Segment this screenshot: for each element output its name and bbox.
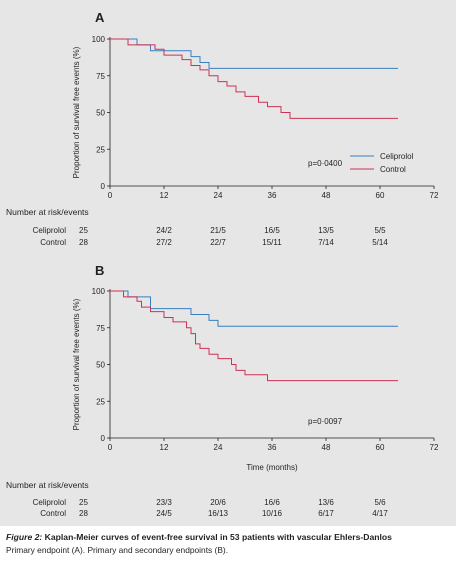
x-axis-label: Time (months) — [246, 463, 298, 472]
risk-cell: 5/14 — [372, 238, 388, 247]
caption-title: Figure 2: Kaplan-Meier curves of event-f… — [6, 532, 392, 542]
caption-subtitle: Primary endpoint (A). Primary and second… — [6, 545, 228, 555]
series-line-celiprolol — [110, 38, 398, 69]
y-tick-label: 50 — [96, 109, 105, 118]
y-axis-label: Proportion of survival free events (%) — [72, 298, 81, 430]
risk-cell: 15/11 — [262, 238, 282, 247]
y-tick-label: 0 — [101, 182, 106, 191]
y-axis-label: Proportion of survival free events (%) — [72, 46, 81, 178]
risk-cell: 22/7 — [210, 238, 226, 247]
x-tick-label: 12 — [160, 191, 169, 200]
x-tick-label: 36 — [268, 191, 277, 200]
risk-cell: 24/5 — [156, 509, 172, 518]
risk-row-name: Celiprolol — [33, 226, 67, 235]
risk-cell: 28 — [79, 238, 88, 247]
y-tick-label: 75 — [96, 324, 105, 333]
legend-label: Control — [380, 165, 406, 174]
risk-row-name: Celiprolol — [33, 498, 67, 507]
caption-fig-label: Figure 2: — [6, 532, 42, 542]
x-tick-label: 0 — [108, 191, 113, 200]
panel-letter: A — [95, 10, 105, 25]
risk-cell: 5/5 — [374, 226, 386, 235]
series-line-control — [110, 38, 398, 119]
series-line-celiprolol — [110, 290, 398, 327]
risk-cell: 25 — [79, 498, 88, 507]
risk-row-name: Control — [40, 238, 66, 247]
risk-cell: 23/3 — [156, 498, 172, 507]
risk-cell: 4/17 — [372, 509, 388, 518]
legend-label: Celiprolol — [380, 152, 414, 161]
risk-cell: 28 — [79, 509, 88, 518]
risk-cell: 27/2 — [156, 238, 172, 247]
y-tick-label: 50 — [96, 361, 105, 370]
series-line-control — [110, 290, 398, 382]
risk-cell: 6/17 — [318, 509, 334, 518]
risk-table-title: Number at risk/events — [6, 480, 89, 490]
y-tick-label: 25 — [96, 397, 105, 406]
x-tick-label: 12 — [160, 443, 169, 452]
panel-letter: B — [95, 263, 104, 278]
y-tick-label: 75 — [96, 72, 105, 81]
x-tick-label: 36 — [268, 443, 277, 452]
x-tick-label: 60 — [376, 191, 385, 200]
x-tick-label: 48 — [322, 443, 331, 452]
risk-cell: 21/5 — [210, 226, 226, 235]
y-tick-label: 100 — [92, 35, 106, 44]
y-tick-label: 100 — [92, 287, 106, 296]
risk-cell: 7/14 — [318, 238, 334, 247]
x-tick-label: 24 — [214, 443, 223, 452]
risk-cell: 13/5 — [318, 226, 334, 235]
risk-cell: 24/2 — [156, 226, 172, 235]
x-tick-label: 0 — [108, 443, 113, 452]
risk-cell: 16/13 — [208, 509, 229, 518]
risk-cell: 25 — [79, 226, 88, 235]
risk-row-name: Control — [40, 509, 66, 518]
x-tick-label: 60 — [376, 443, 385, 452]
risk-cell: 10/16 — [262, 509, 283, 518]
caption-title-text: Kaplan-Meier curves of event-free surviv… — [42, 532, 392, 542]
risk-cell: 20/6 — [210, 498, 226, 507]
x-tick-label: 24 — [214, 191, 223, 200]
x-tick-label: 72 — [430, 443, 439, 452]
y-tick-label: 25 — [96, 145, 105, 154]
risk-cell: 13/6 — [318, 498, 334, 507]
risk-cell: 5/6 — [374, 498, 386, 507]
risk-cell: 16/5 — [264, 226, 280, 235]
y-tick-label: 0 — [101, 434, 106, 443]
figure-background — [0, 0, 456, 526]
p-value: p=0·0400 — [308, 159, 343, 168]
x-tick-label: 72 — [430, 191, 439, 200]
panel-a: A 0 25 50 75 100 0 12 24 36 48 60 72 Proportion of su… — [6, 10, 439, 247]
risk-cell: 16/6 — [264, 498, 280, 507]
p-value: p=0·0097 — [308, 417, 343, 426]
panel-b: B 0 25 50 75 100 0 12 24 36 48 60 72 Proportion of su… — [6, 263, 439, 518]
x-tick-label: 48 — [322, 191, 331, 200]
risk-table-title: Number at risk/events — [6, 207, 89, 217]
